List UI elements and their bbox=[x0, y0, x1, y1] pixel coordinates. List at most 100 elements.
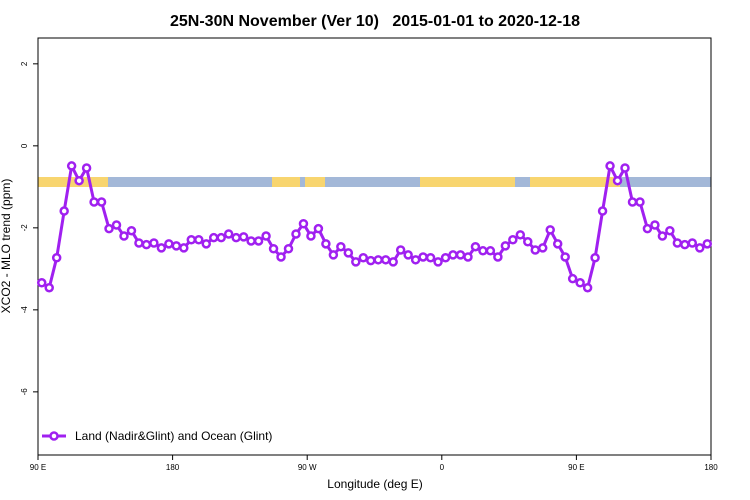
data-point bbox=[223, 229, 234, 239]
data-point bbox=[231, 232, 241, 243]
data-point bbox=[253, 236, 264, 246]
data-point bbox=[81, 163, 92, 173]
data-point bbox=[650, 220, 660, 230]
data-point bbox=[268, 244, 279, 254]
legend-label: Land (Nadir&Glint) and Ocean (Glint) bbox=[75, 429, 272, 443]
data-point bbox=[238, 232, 249, 242]
data-point bbox=[672, 238, 683, 248]
data-point bbox=[463, 252, 473, 262]
data-point bbox=[403, 250, 413, 260]
y-tick-label: 0 bbox=[20, 143, 29, 148]
data-point bbox=[134, 238, 144, 248]
data-point bbox=[433, 257, 443, 267]
data-point bbox=[36, 278, 47, 288]
data-point bbox=[51, 253, 62, 263]
y-axis-label: XCO2 - MLO trend (ppm) bbox=[0, 179, 13, 314]
data-point bbox=[366, 255, 376, 266]
data-point bbox=[418, 252, 428, 262]
data-point bbox=[149, 238, 159, 248]
x-tick-label: 180 bbox=[704, 463, 718, 472]
data-point bbox=[470, 241, 481, 252]
data-point bbox=[627, 197, 638, 207]
data-point bbox=[141, 239, 152, 250]
data-point bbox=[74, 175, 84, 186]
data-point bbox=[156, 243, 167, 253]
chart-title: 25N-30N November (Ver 10) 2015-01-01 to … bbox=[170, 13, 580, 30]
data-point bbox=[538, 243, 548, 253]
data-point bbox=[246, 236, 256, 246]
y-tick-label: 2 bbox=[20, 61, 29, 66]
x-axis-label: Longitude (deg E) bbox=[327, 477, 422, 491]
data-point bbox=[552, 239, 563, 249]
data-point bbox=[485, 246, 496, 256]
data-point bbox=[425, 253, 436, 263]
data-point bbox=[590, 253, 600, 263]
data-point bbox=[410, 255, 421, 265]
data-point bbox=[306, 231, 316, 241]
data-point bbox=[665, 225, 675, 236]
data-point bbox=[500, 241, 511, 251]
data-point bbox=[59, 206, 69, 216]
data-point bbox=[119, 231, 129, 241]
data-point bbox=[358, 253, 369, 263]
data-point bbox=[448, 250, 458, 260]
data-point bbox=[395, 245, 406, 255]
x-tick-label: 90 E bbox=[30, 463, 46, 472]
data-point bbox=[687, 238, 698, 248]
data-point bbox=[321, 239, 331, 249]
land-ocean-band bbox=[38, 177, 711, 187]
data-point bbox=[343, 248, 354, 258]
data-point bbox=[455, 250, 466, 260]
data-point bbox=[179, 243, 189, 253]
land-strip bbox=[305, 177, 325, 187]
data-point bbox=[336, 241, 346, 252]
data-point bbox=[612, 175, 623, 186]
data-point bbox=[388, 257, 398, 267]
data-point bbox=[104, 223, 114, 234]
x-tick-label: 0 bbox=[440, 463, 445, 472]
data-point bbox=[493, 252, 503, 262]
data-point bbox=[702, 239, 713, 249]
data-point bbox=[373, 255, 383, 265]
land-strip bbox=[272, 177, 300, 187]
data-point bbox=[96, 197, 107, 207]
land-strip bbox=[530, 177, 620, 187]
land-strip bbox=[38, 177, 108, 187]
data-point bbox=[680, 239, 690, 250]
data-point bbox=[657, 231, 668, 241]
ocean-strip bbox=[38, 177, 711, 187]
data-point bbox=[597, 206, 608, 216]
land-strip bbox=[420, 177, 515, 187]
data-point bbox=[545, 225, 555, 235]
data-point bbox=[635, 197, 645, 207]
y-tick-label: -2 bbox=[20, 224, 29, 232]
data-point bbox=[208, 232, 219, 243]
data-point bbox=[530, 245, 541, 255]
data-point bbox=[298, 218, 309, 229]
data-point bbox=[515, 230, 526, 240]
data-point bbox=[291, 229, 301, 239]
data-point bbox=[478, 246, 488, 256]
data-point bbox=[313, 223, 324, 234]
data-point bbox=[695, 243, 705, 253]
y-tick-label: -4 bbox=[20, 306, 29, 314]
data-point bbox=[575, 278, 585, 288]
data-point bbox=[186, 234, 197, 245]
data-point bbox=[508, 234, 518, 245]
data-point bbox=[440, 253, 451, 263]
data-point bbox=[216, 232, 226, 243]
data-point bbox=[642, 223, 653, 234]
data-point bbox=[66, 161, 77, 171]
data-point bbox=[126, 225, 137, 236]
data-point bbox=[328, 250, 339, 260]
x-tick-label: 90 E bbox=[568, 463, 584, 472]
data-point bbox=[582, 282, 593, 293]
data-point bbox=[523, 237, 533, 247]
data-point bbox=[89, 197, 99, 207]
data-point bbox=[44, 282, 54, 293]
data-point bbox=[171, 241, 182, 251]
data-point bbox=[605, 161, 615, 171]
data-point bbox=[567, 273, 578, 284]
